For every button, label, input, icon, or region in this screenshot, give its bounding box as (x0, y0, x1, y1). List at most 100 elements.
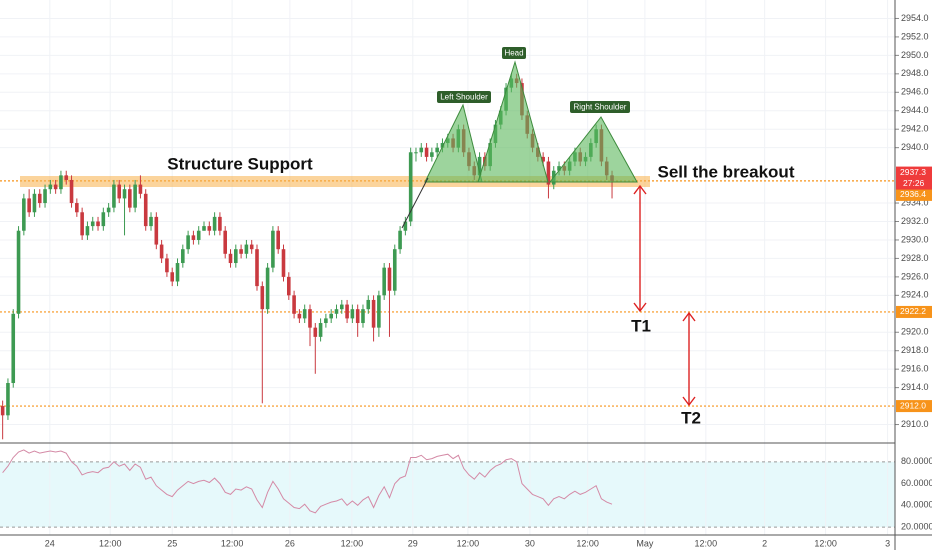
x-tick-label: 12:00 (457, 538, 480, 548)
candle-body (27, 198, 31, 213)
y-tick-label: 2946.0 (901, 87, 929, 97)
candle-body (414, 152, 418, 154)
candle-body (276, 230, 280, 250)
candle-body (313, 327, 318, 337)
level-badge (896, 400, 932, 413)
candle-body (133, 184, 137, 208)
x-tick-label: 12:00 (99, 538, 122, 548)
candle-body (165, 258, 169, 273)
label-box (437, 91, 491, 103)
y-tick-label: 2954.0 (901, 13, 929, 23)
candle-body (96, 221, 100, 227)
candle-body (175, 263, 180, 282)
y-tick-label: 2928.0 (901, 253, 929, 263)
candle-body (101, 212, 106, 227)
candle-body (345, 304, 349, 319)
y-tick-label: 2918.0 (901, 345, 929, 355)
y-tick-label: 2910.0 (901, 419, 929, 429)
candle-body (302, 309, 307, 319)
candle-body (234, 249, 238, 264)
candle-body (159, 244, 164, 259)
candle-body (249, 244, 254, 250)
candle-body (181, 249, 185, 264)
candles (0, 73, 614, 514)
y-tick-label: 2950.0 (901, 50, 929, 60)
candle-body (239, 249, 243, 254)
candle-body (143, 193, 148, 227)
candle-body (223, 230, 228, 254)
last-price-badge (896, 166, 932, 190)
candle-body (339, 304, 344, 310)
label-box (570, 101, 630, 113)
x-tick-label: 29 (408, 538, 418, 548)
candle-body (0, 406, 5, 416)
right-shoulder-shape (548, 116, 638, 183)
level-badge (896, 305, 932, 318)
candle-body (170, 272, 175, 282)
candle-body (244, 244, 249, 254)
candle-body (435, 147, 439, 153)
x-tick-label: 12:00 (341, 538, 364, 548)
level-label: 2912.0 (900, 400, 926, 410)
candle-body (64, 175, 69, 180)
candle-body (202, 226, 206, 231)
candle-body (334, 309, 339, 314)
x-tick-label: 30 (525, 538, 535, 548)
y-tick-label: 2932.0 (901, 216, 929, 226)
candle-body (106, 207, 111, 213)
candle-body (75, 203, 79, 213)
x-tick-label: 25 (167, 538, 177, 548)
level-label: 2922.2 (900, 306, 926, 316)
candle-body (149, 216, 153, 227)
candle-body (398, 230, 402, 250)
t1: T1 (631, 316, 651, 335)
candle-body (128, 189, 132, 208)
head-label: Head (504, 49, 523, 58)
candle-body (138, 184, 143, 194)
candle-body (59, 175, 63, 190)
candle-body (11, 313, 16, 384)
y-tick-label: 2944.0 (901, 105, 929, 115)
candle-body (228, 253, 233, 264)
candle-body (440, 143, 445, 148)
candle-body (430, 152, 434, 157)
y-tick-label: 2926.0 (901, 271, 929, 281)
y-tick-label: 2948.0 (901, 68, 929, 78)
arrows (633, 184, 696, 407)
candle-body (329, 313, 333, 319)
rsi-line (2, 449, 613, 514)
candle-body (541, 156, 545, 162)
candle-body (207, 226, 212, 231)
candle-body (392, 249, 397, 291)
candle-body (477, 156, 482, 176)
candle-body (377, 295, 381, 328)
candle-body (43, 189, 47, 204)
x-tick-label: 24 (45, 538, 55, 548)
label-box (502, 47, 526, 59)
x-tick-label: 12:00 (814, 538, 837, 548)
candle-body (6, 383, 10, 416)
candle-body (271, 230, 275, 268)
candle-body (85, 226, 90, 236)
y-tick-label: 2916.0 (901, 364, 929, 374)
rsi-tick-label: 40.0000 (901, 500, 932, 510)
candle-body (260, 286, 265, 310)
candle-body (424, 147, 429, 157)
candle-body (53, 184, 58, 190)
candle-body (191, 235, 196, 240)
candle-body (22, 198, 26, 231)
candle-body (281, 249, 286, 277)
level-label: 2936.4 (900, 189, 926, 199)
left-shoulder-shape (424, 103, 483, 183)
candle-body (419, 147, 424, 153)
x-tick-label: 3 (885, 538, 890, 548)
countdown: 27:26 (903, 178, 925, 188)
left-shoulder-label: Left Shoulder (440, 93, 488, 102)
candle-body (37, 193, 42, 204)
candle-body (48, 184, 53, 190)
y-tick-label: 2914.0 (901, 382, 929, 392)
structure-support: Structure Support (167, 154, 313, 173)
candle-body (355, 309, 360, 324)
